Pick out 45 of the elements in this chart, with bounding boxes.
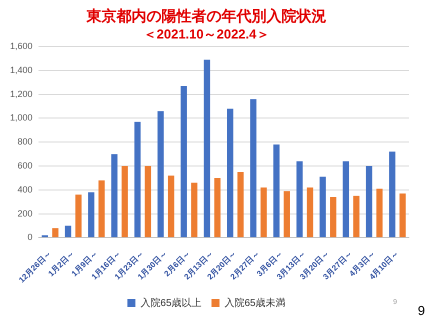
bar xyxy=(353,196,360,238)
bar xyxy=(122,166,128,238)
bar xyxy=(400,193,406,238)
bar xyxy=(376,188,383,238)
y-tick-label: 1,400 xyxy=(10,64,33,75)
bar xyxy=(342,161,350,238)
bar xyxy=(227,108,234,238)
bar xyxy=(75,194,82,238)
bar xyxy=(273,144,280,238)
bar xyxy=(260,188,267,238)
bar xyxy=(158,111,164,238)
bar xyxy=(237,172,244,238)
bar xyxy=(134,122,141,238)
bar xyxy=(389,152,396,238)
y-tick-label: 1,000 xyxy=(10,112,33,123)
legend-label: 入院65歳以上 xyxy=(140,296,202,309)
bar xyxy=(250,99,256,238)
bar xyxy=(214,178,221,238)
text: 9 xyxy=(418,303,425,318)
bar xyxy=(52,228,58,238)
bar xyxy=(111,154,118,238)
y-tick-label: 400 xyxy=(17,184,33,194)
y-tick-label: 800 xyxy=(17,136,33,147)
bar xyxy=(64,226,72,238)
bar xyxy=(284,191,290,238)
y-tick-label: 1,600 xyxy=(10,41,33,52)
chart-subtitle: ＜2021.10～2022.4＞ xyxy=(144,26,270,42)
bar xyxy=(98,180,105,238)
legend-label: 入院65歳未満 xyxy=(224,296,286,309)
bar xyxy=(366,166,372,238)
bar xyxy=(204,60,210,238)
chart-title: 東京都内の陽性者の年代別入院状況 xyxy=(86,7,326,26)
bar xyxy=(180,86,187,238)
bar xyxy=(88,192,94,238)
bar xyxy=(168,176,174,238)
bar xyxy=(306,188,314,238)
y-tick-label: 600 xyxy=(17,160,33,170)
y-tick-label: 1,200 xyxy=(10,88,33,99)
bar xyxy=(296,161,303,238)
bar xyxy=(320,176,326,238)
bar xyxy=(191,182,198,238)
y-tick-label: 200 xyxy=(17,208,33,218)
bar xyxy=(330,197,336,238)
bar xyxy=(144,166,152,238)
y-tick-label: 0 xyxy=(28,232,33,242)
